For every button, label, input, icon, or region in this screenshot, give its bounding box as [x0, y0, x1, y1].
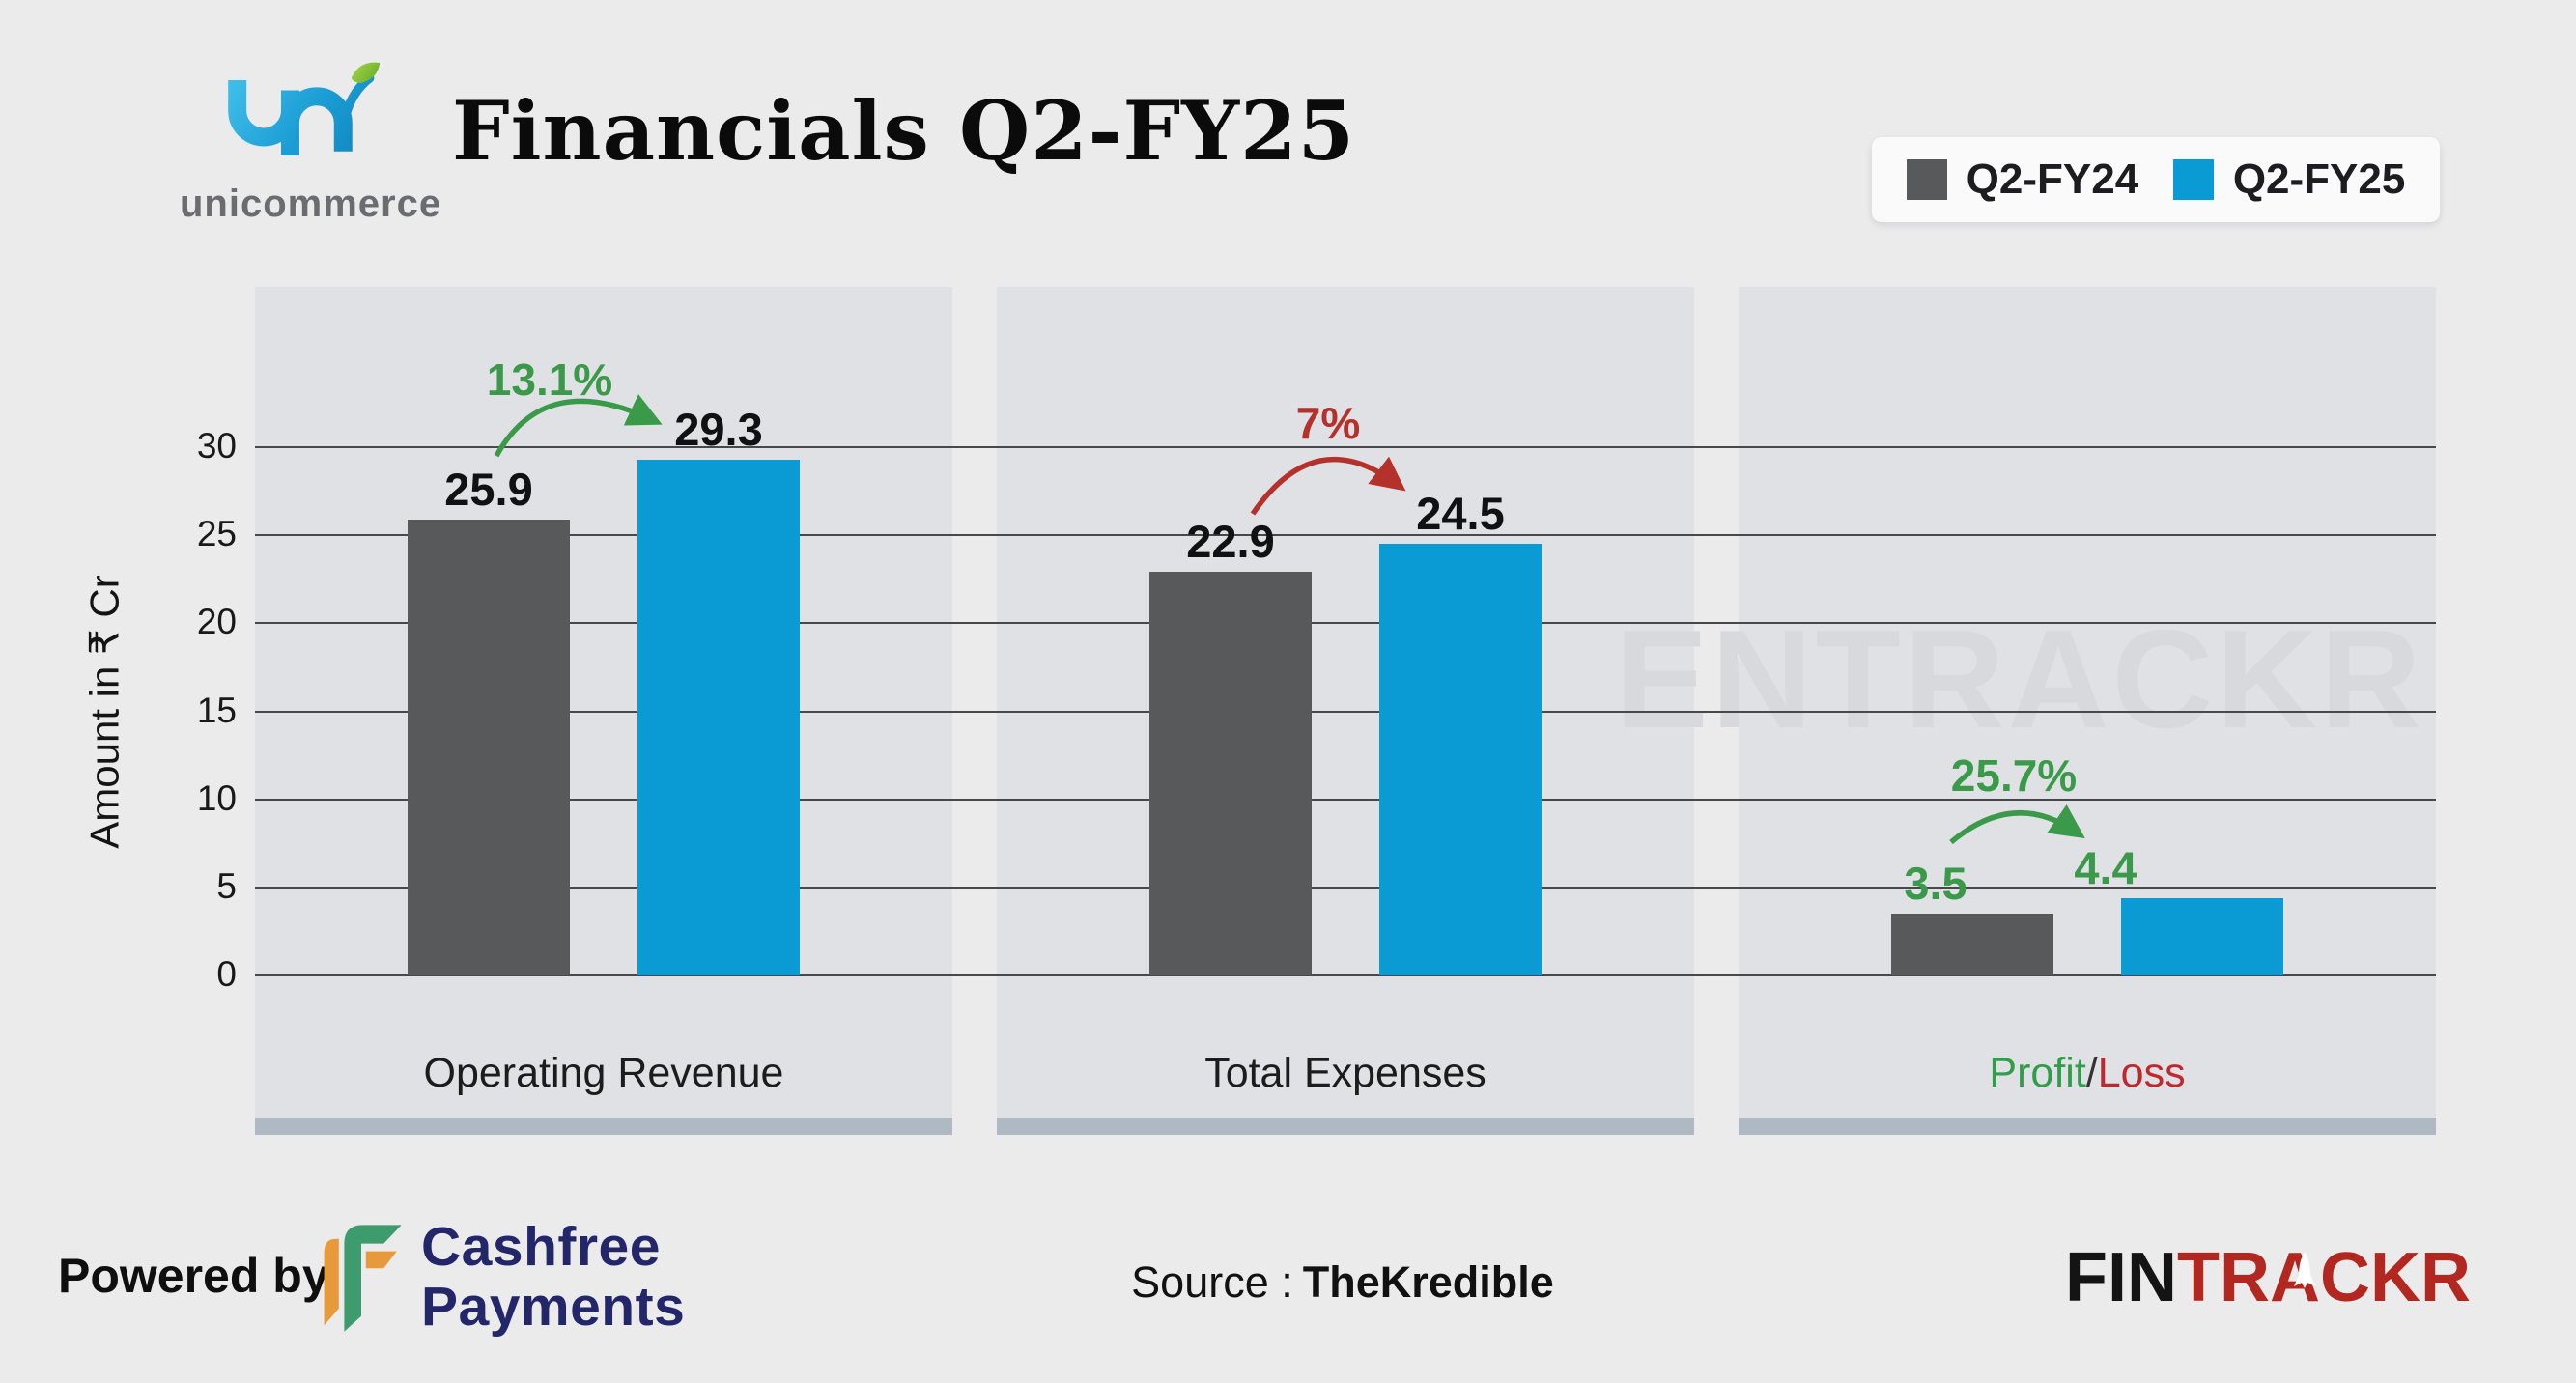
gridline	[255, 886, 2436, 889]
rocket-icon	[2294, 1252, 2315, 1288]
unicommerce-logo: unicommerce	[180, 62, 442, 226]
gridline	[255, 798, 2436, 801]
panel-base-strip	[997, 1118, 1694, 1135]
bar-value-label: 22.9	[1186, 516, 1275, 567]
category-label-part: Loss	[2097, 1050, 2186, 1096]
cashfree-wordmark: Cashfree Payments	[421, 1217, 685, 1337]
chart-panel: 3.5 4.4 25.7% Profit/Loss	[1739, 287, 2436, 1135]
chart-panel: 25.9 29.3 13.1% Operating Revenue	[255, 287, 952, 1135]
cashfree-wordmark-line2: Payments	[421, 1276, 686, 1338]
bar-value-label: 3.5	[1904, 858, 1967, 909]
change-arrow	[997, 287, 1694, 1140]
chart-panel: 22.9 24.5 7% Total Expenses	[997, 287, 1694, 1135]
y-axis-tick-label: 25	[196, 514, 237, 554]
page-title: Financials Q2-FY25	[452, 83, 1356, 179]
cashfree-wordmark-line1: Cashfree	[421, 1216, 661, 1278]
legend-item-q2fy24: Q2-FY24	[1906, 155, 2139, 204]
fintrackr-trackr: TRACKR	[2176, 1239, 2471, 1316]
change-percentage-label: 13.1%	[486, 354, 613, 405]
gridline	[255, 446, 2436, 448]
change-percentage-label: 7%	[1295, 398, 1361, 448]
unicommerce-logo-icon	[228, 62, 381, 155]
bar-q2-fy25	[1379, 544, 1542, 975]
cashfree-logo: Cashfree Payments	[315, 1213, 685, 1341]
y-axis-tick-label: 30	[196, 426, 237, 466]
y-axis-tick-label: 15	[196, 690, 237, 730]
bar-q2-fy24	[1149, 572, 1312, 975]
y-axis-tick-label: 0	[216, 954, 237, 994]
legend: Q2-FY24 Q2-FY25	[1872, 137, 2440, 222]
bar-q2-fy24	[1891, 914, 2053, 975]
category-label-part: Profit	[1989, 1050, 2086, 1096]
powered-by-label: Powered by	[58, 1249, 329, 1303]
y-axis-tick-label: 10	[196, 777, 237, 818]
unicommerce-wordmark: unicommerce	[180, 183, 442, 225]
cashfree-logo-icon	[324, 1225, 402, 1332]
y-axis-tick-label: 5	[216, 865, 237, 906]
category-label: Total Expenses	[1204, 1050, 1486, 1096]
legend-item-q2fy25: Q2-FY25	[2172, 155, 2406, 204]
fintrackr-logo: FINTRACKR	[2065, 1238, 2471, 1317]
source-label: Source :	[1131, 1257, 1293, 1307]
fintrackr-fin: FIN	[2065, 1239, 2177, 1316]
bar-value-label: 4.4	[2074, 842, 2137, 893]
bar-value-label: 25.9	[444, 464, 533, 515]
source-credit: Source : TheKredible	[1111, 1257, 1574, 1308]
gridline	[255, 974, 2436, 976]
gridline	[255, 710, 2436, 713]
legend-label-q2fy24: Q2-FY24	[1966, 155, 2139, 203]
legend-swatch-q2fy24	[1906, 159, 1947, 200]
legend-label-q2fy25: Q2-FY25	[2232, 155, 2406, 203]
panel-base-strip	[255, 1118, 952, 1135]
y-axis-tick-label: 20	[196, 602, 237, 642]
gridline	[255, 534, 2436, 537]
bar-q2-fy25	[637, 460, 800, 975]
category-label: Profit/Loss	[1739, 1050, 2436, 1097]
panel-base-strip	[1739, 1118, 2436, 1135]
bar-value-label: 29.3	[674, 404, 763, 455]
change-percentage-label: 25.7%	[1950, 750, 2078, 801]
bar-q2-fy24	[408, 520, 570, 975]
change-arrow	[255, 287, 952, 1140]
bar-value-label: 24.5	[1416, 488, 1505, 539]
legend-swatch-q2fy25	[2172, 159, 2214, 200]
category-label: Operating Revenue	[423, 1050, 784, 1096]
bar-q2-fy25	[2121, 898, 2283, 975]
change-arrow	[1739, 287, 2436, 1140]
category-label-part: /	[2085, 1050, 2098, 1096]
source-name: TheKredible	[1302, 1257, 1554, 1307]
entrackr-watermark: ENTRACKR	[1615, 601, 2424, 757]
gridline	[255, 622, 2436, 625]
